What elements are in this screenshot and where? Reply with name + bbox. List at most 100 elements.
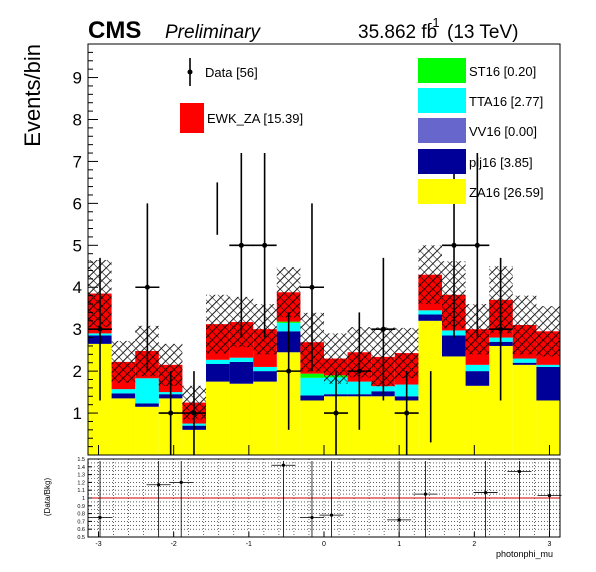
x-axis-title: photonphi_mu: [496, 549, 553, 559]
legend-label-4: VV16 [0.00]: [469, 124, 537, 139]
y-tick-label: 7: [73, 152, 82, 171]
x-tick-label: -1: [246, 541, 252, 548]
bar-tta16-14: [418, 310, 442, 315]
y-tick-label: 6: [73, 194, 82, 213]
ratio-point-7: [423, 492, 428, 496]
data-point-12: [451, 242, 457, 248]
legend-swatch-2: [418, 58, 466, 83]
bar-plj16-18: [512, 362, 537, 365]
legend-label-6: ZA16 [26.59]: [469, 185, 543, 200]
ratio-point-1: [157, 483, 161, 487]
y-tick-label: 8: [73, 110, 82, 129]
x-tick-label: 0: [322, 541, 326, 548]
bar-plj16-7: [253, 371, 277, 382]
legend-swatch-4: [418, 118, 466, 143]
bar-tta16-16: [465, 364, 490, 372]
data-point-7: [309, 284, 315, 290]
legend-label-ewk: EWK_ZA [15.39]: [207, 111, 303, 126]
bar-tta16-9: [300, 377, 324, 396]
legend-label-2: ST16 [0.20]: [469, 64, 536, 79]
ratio-y-tick-label: 1.1: [77, 488, 85, 494]
ratio-y-tick-label: 0.9: [77, 504, 85, 510]
data-point-10: [380, 326, 386, 332]
bar-za16-1: [111, 398, 136, 455]
bar-za16-2: [135, 406, 159, 455]
legend-label-data: Data [56]: [205, 65, 258, 80]
ratio-point-5: [329, 513, 334, 517]
uncertainty-band-10: [324, 333, 348, 384]
bar-tta16-1: [111, 389, 136, 394]
y-axis-title: Events/bin: [20, 44, 45, 147]
bar-tta16-6: [229, 357, 254, 362]
bar-plj16-1: [111, 393, 136, 399]
data-point-11: [404, 410, 410, 416]
legend-swatch-5: [418, 149, 466, 174]
ratio-point-8: [483, 490, 488, 495]
bar-za16-19: [536, 400, 560, 455]
data-point-1: [144, 284, 150, 290]
y-tick-label: 9: [73, 69, 82, 88]
x-tick-label: 1: [397, 541, 401, 548]
uncertainty-band-8: [276, 267, 301, 318]
bar-plj16-5: [206, 363, 230, 382]
x-tick-label: -3: [95, 541, 101, 548]
ratio-y-tick-label: 1.2: [77, 480, 85, 486]
bar-plj16-16: [465, 371, 490, 386]
main-plot: 1 2 3 4 5 6 7 8 9: [73, 43, 561, 456]
ratio-point-6: [397, 518, 401, 522]
data-point-0: [97, 326, 103, 332]
ratio-y-tick-label: 1.3: [77, 473, 85, 479]
ratio-point-10: [547, 494, 552, 498]
bar-tta16-7: [253, 366, 277, 372]
bar-tta16-2: [135, 378, 159, 404]
status-label: Preliminary: [165, 22, 262, 43]
bar-za16-5: [206, 381, 230, 455]
legend-label-3: TTA16 [2.77]: [469, 94, 543, 109]
lumi-exponent: -1: [428, 15, 440, 30]
bar-za16-15: [442, 356, 466, 455]
legend-swatch-ewk: [180, 103, 204, 133]
legend-swatch-3: [418, 88, 466, 113]
ratio-point-0: [98, 515, 102, 520]
bar-za16-18: [512, 364, 537, 455]
ratio-y-tick-label: 0.6: [77, 527, 85, 533]
bar-za16-16: [465, 385, 490, 455]
ratio-point-9: [517, 469, 522, 474]
legend-label-5: plj16 [3.85]: [469, 155, 533, 170]
data-point-14: [498, 326, 504, 332]
data-point-8: [333, 410, 339, 416]
ratio-axis-title: (Data/Bkg): [43, 478, 52, 517]
energy-label: (13 TeV): [447, 22, 518, 43]
y-tick-label: 4: [73, 278, 82, 297]
ratio-y-tick-label: 0.8: [77, 512, 85, 518]
bar-plj16-6: [229, 361, 254, 384]
bar-plj16-14: [418, 314, 442, 321]
bar-za16-12: [371, 396, 395, 455]
bar-plj16-15: [442, 335, 466, 357]
y-tick-label: 5: [73, 236, 82, 255]
legend-data-marker: [187, 69, 193, 75]
y-tick-label: 2: [73, 362, 82, 381]
uncertainty-band-19: [536, 306, 560, 357]
bar-plj16-9: [300, 395, 324, 401]
x-tick-label: -2: [171, 541, 177, 548]
data-point-3: [191, 410, 197, 416]
y-tick-label: 1: [73, 404, 82, 423]
legend: Data [56] EWK_ZA [15.39] ST16 [0.20] TTA16 …: [180, 58, 543, 204]
legend-swatch-6: [418, 179, 466, 204]
ratio-y-tick-label: 1.4: [77, 465, 85, 471]
data-point-9: [356, 368, 362, 374]
bar-st16-9: [300, 373, 324, 378]
x-tick-label: 3: [548, 541, 552, 548]
ratio-point-2: [179, 480, 183, 484]
x-tick-label: 2: [472, 541, 476, 548]
ratio-plot: 0.5 0.6 0.70.8 0.9 1 1.1 1.21.3 1.4 1.5 -3 -2 -1 0 1 2…: [77, 457, 562, 548]
bar-plj16-19: [536, 366, 560, 401]
experiment-label: CMS: [88, 17, 141, 44]
uncertainty-band-14: [418, 245, 442, 305]
ratio-point-3: [281, 463, 286, 467]
bar-tta16-5: [206, 359, 230, 364]
uncertainty-band-18: [512, 295, 537, 355]
bar-za16-17: [489, 345, 513, 455]
